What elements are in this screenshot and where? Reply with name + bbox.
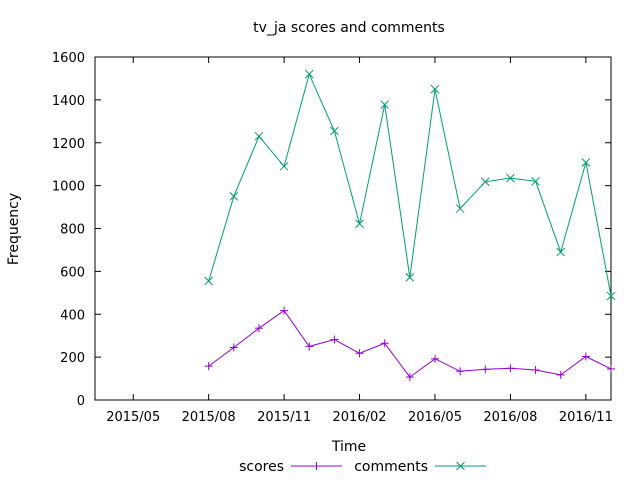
x-tick-label: 2015/08 (182, 410, 236, 425)
data-point-scores (204, 362, 213, 371)
data-point-scores (556, 370, 565, 379)
data-point-comments (556, 247, 566, 257)
series-line-scores (208, 309, 612, 378)
data-point-scores (481, 365, 490, 374)
data-point-scores (456, 367, 465, 376)
data-point-comments (430, 84, 440, 94)
data-point-scores (305, 342, 314, 351)
y-axis-ticks: 0 200 400 600 800 1000 1200 1400 1600 (52, 51, 611, 409)
y-tick-label: 1000 (52, 180, 85, 195)
legend-marker (312, 462, 321, 470)
data-point-comments (355, 219, 364, 229)
data-point-scores (531, 365, 540, 374)
y-tick-label: 200 (60, 351, 85, 366)
chart-title: tv_ja scores and comments (253, 20, 445, 36)
data-point-scores (405, 373, 414, 382)
x-tick-label: 2016/05 (408, 410, 462, 425)
y-axis-label: Frequency (6, 193, 22, 265)
data-point-scores (330, 335, 339, 344)
data-point-comments (506, 173, 515, 183)
x-tick-label: 2015/05 (106, 410, 160, 425)
x-tick-label: 2016/02 (333, 410, 387, 425)
plot-frame (94, 56, 612, 401)
data-point-scores (254, 324, 263, 333)
data-point-comments (254, 131, 264, 141)
y-tick-label: 1200 (52, 137, 85, 152)
data-point-comments (229, 191, 239, 201)
data-point-comments (455, 204, 465, 213)
data-point-scores (229, 343, 238, 352)
series-line-comments (208, 72, 612, 297)
x-tick-label: 2015/11 (257, 410, 311, 425)
data-point-comments (204, 276, 214, 286)
series-comments (204, 69, 616, 301)
data-point-comments (330, 126, 339, 136)
x-axis-ticks: 2015/05 2015/08 2015/11 2016/02 2016/05 2016/… (106, 57, 613, 425)
data-point-comments (531, 176, 540, 186)
data-point-comments (581, 158, 591, 167)
data-point-scores (430, 354, 439, 363)
legend-item-scores: scores (239, 459, 342, 475)
data-point-scores (355, 349, 364, 358)
legend: scores comments (239, 459, 486, 475)
data-point-comments (405, 273, 415, 282)
legend-label: comments (354, 459, 428, 475)
x-tick-label: 2016/08 (483, 410, 537, 425)
data-point-comments (480, 177, 490, 187)
x-axis-label: Time (331, 439, 366, 455)
data-point-comments (380, 100, 390, 109)
legend-item-comments: comments (354, 459, 486, 475)
y-tick-label: 400 (60, 308, 85, 323)
series-layer (204, 69, 616, 382)
x-tick-label: 2016/11 (559, 410, 613, 425)
y-tick-label: 0 (77, 394, 85, 409)
y-tick-label: 1400 (52, 94, 85, 109)
y-tick-label: 600 (60, 265, 85, 280)
legend-label: scores (239, 459, 284, 475)
data-point-comments (279, 161, 289, 171)
data-point-scores (280, 306, 289, 315)
data-point-scores (380, 339, 389, 348)
data-point-scores (581, 352, 590, 361)
data-point-comments (606, 291, 616, 301)
data-point-comments (304, 69, 314, 79)
y-tick-label: 1600 (52, 51, 85, 66)
y-tick-label: 800 (60, 223, 85, 238)
data-point-scores (506, 364, 515, 373)
legend-marker (456, 461, 465, 471)
series-scores (204, 306, 615, 382)
data-point-scores (607, 364, 615, 373)
